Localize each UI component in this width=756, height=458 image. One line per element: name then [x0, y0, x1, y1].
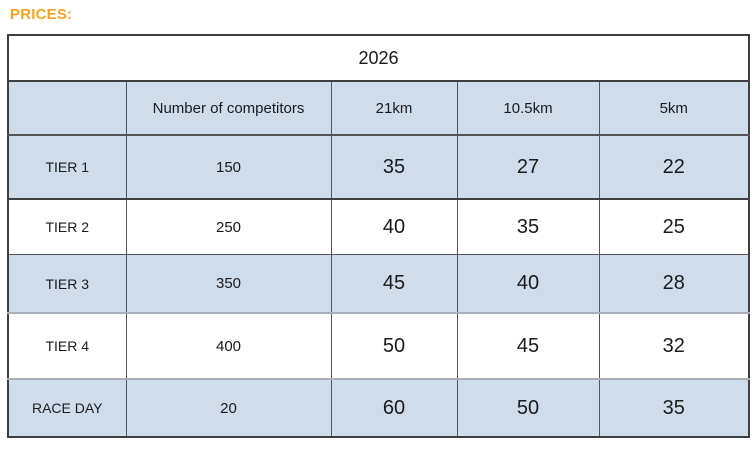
row-label-cell: TIER 2 [7, 198, 127, 255]
price-21km-cell: 45 [330, 254, 458, 314]
prices-heading: PRICES: [10, 6, 73, 23]
price-5km-cell: 25 [598, 198, 750, 255]
year-header-cell: 2026 [7, 34, 750, 82]
prices-table: 2026 Number of competitors 21km 10.5km 5… [7, 34, 751, 438]
competitors-cell: 350 [125, 254, 332, 314]
price-5km-cell: 32 [598, 312, 750, 380]
price-21km-cell: 40 [330, 198, 458, 255]
row-label-cell: TIER 1 [7, 134, 127, 200]
competitors-cell: 20 [125, 378, 332, 438]
price-10-5km-cell: 40 [456, 254, 600, 314]
price-21km-cell: 50 [330, 312, 458, 380]
row-label-cell: RACE DAY [7, 378, 127, 438]
price-5km-cell: 35 [598, 378, 750, 438]
competitors-cell: 150 [125, 134, 332, 200]
competitors-cell: 250 [125, 198, 332, 255]
table-row-tier2: TIER 2 250 40 35 25 [7, 198, 750, 255]
price-5km-cell: 22 [598, 134, 750, 200]
competitors-cell: 400 [125, 312, 332, 380]
column-header-row: Number of competitors 21km 10.5km 5km [7, 80, 750, 136]
row-label-cell: TIER 3 [7, 254, 127, 314]
price-10-5km-cell: 50 [456, 378, 600, 438]
year-header-row: 2026 [7, 34, 750, 82]
table-row-tier3: TIER 3 350 45 40 28 [7, 254, 750, 314]
21km-header-cell: 21km [330, 80, 458, 136]
competitors-header-cell: Number of competitors [125, 80, 332, 136]
price-21km-cell: 60 [330, 378, 458, 438]
price-10-5km-cell: 35 [456, 198, 600, 255]
row-label-cell: TIER 4 [7, 312, 127, 380]
5km-header-cell: 5km [598, 80, 750, 136]
blank-header-cell [7, 80, 127, 136]
price-21km-cell: 35 [330, 134, 458, 200]
table-row-tier1: TIER 1 150 35 27 22 [7, 134, 750, 200]
price-10-5km-cell: 45 [456, 312, 600, 380]
10-5km-header-cell: 10.5km [456, 80, 600, 136]
price-10-5km-cell: 27 [456, 134, 600, 200]
price-5km-cell: 28 [598, 254, 750, 314]
table-row-raceday: RACE DAY 20 60 50 35 [7, 378, 750, 438]
table-row-tier4: TIER 4 400 50 45 32 [7, 312, 750, 380]
